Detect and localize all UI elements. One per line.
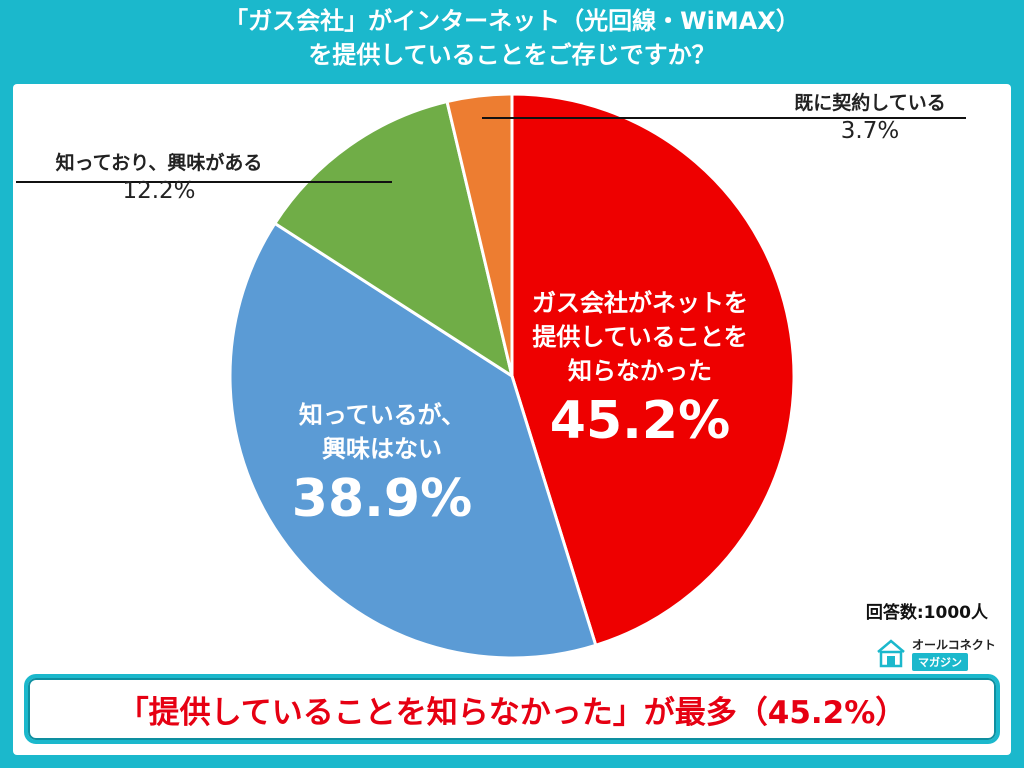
summary-text: 「提供していることを知らなかった」が最多（45.2%） xyxy=(117,694,907,731)
slice-2-label: 知っており、興味がある xyxy=(55,152,263,174)
slice-0-label-line-2: 提供していることを xyxy=(532,323,748,351)
slice-2-value: 12.2% xyxy=(122,178,196,204)
title-line-2: を提供していることをご存じですか？ xyxy=(308,41,716,69)
logo-text-top: オールコネクト xyxy=(912,638,996,652)
slice-label-3: 既に契約している 3.7% xyxy=(770,90,970,146)
logo-text-bottom: マガジン xyxy=(912,653,968,671)
slice-0-value: 45.2% xyxy=(549,391,731,451)
slice-0-label-line-3: 知らなかった xyxy=(568,357,712,385)
brand-logo: オールコネクト マガジン xyxy=(876,636,996,672)
house-icon xyxy=(877,639,905,668)
slice-1-label-line-1: 知っているが、 xyxy=(298,401,466,429)
summary-banner: 「提供していることを知らなかった」が最多（45.2%） xyxy=(24,674,1000,744)
pie-slice-1 xyxy=(228,221,598,660)
title-line-1: 「ガス会社」がインターネット（光回線・WiMAX） xyxy=(224,7,800,35)
pie-slice-2 xyxy=(272,99,515,380)
slice-1-value: 38.9% xyxy=(291,469,473,529)
slice-3-value: 3.7% xyxy=(840,118,900,144)
slice-1-label-line-2: 興味はない xyxy=(322,435,442,463)
slice-3-label: 既に契約している xyxy=(794,92,946,114)
pie-slice-3 xyxy=(445,92,514,377)
slice-label-2: 知っており、興味がある 12.2% xyxy=(14,150,304,206)
slice-0-label-line-1: ガス会社がネットを xyxy=(532,289,748,317)
slice-label-0: ガス会社がネットを 提供していることを 知らなかった 45.2% xyxy=(500,286,780,454)
chart-title: 「ガス会社」がインターネット（光回線・WiMAX） を提供していることをご存じで… xyxy=(0,4,1024,72)
slice-label-1: 知っているが、 興味はない 38.9% xyxy=(262,398,502,532)
respondent-count: 回答数:1000人 xyxy=(865,603,988,623)
